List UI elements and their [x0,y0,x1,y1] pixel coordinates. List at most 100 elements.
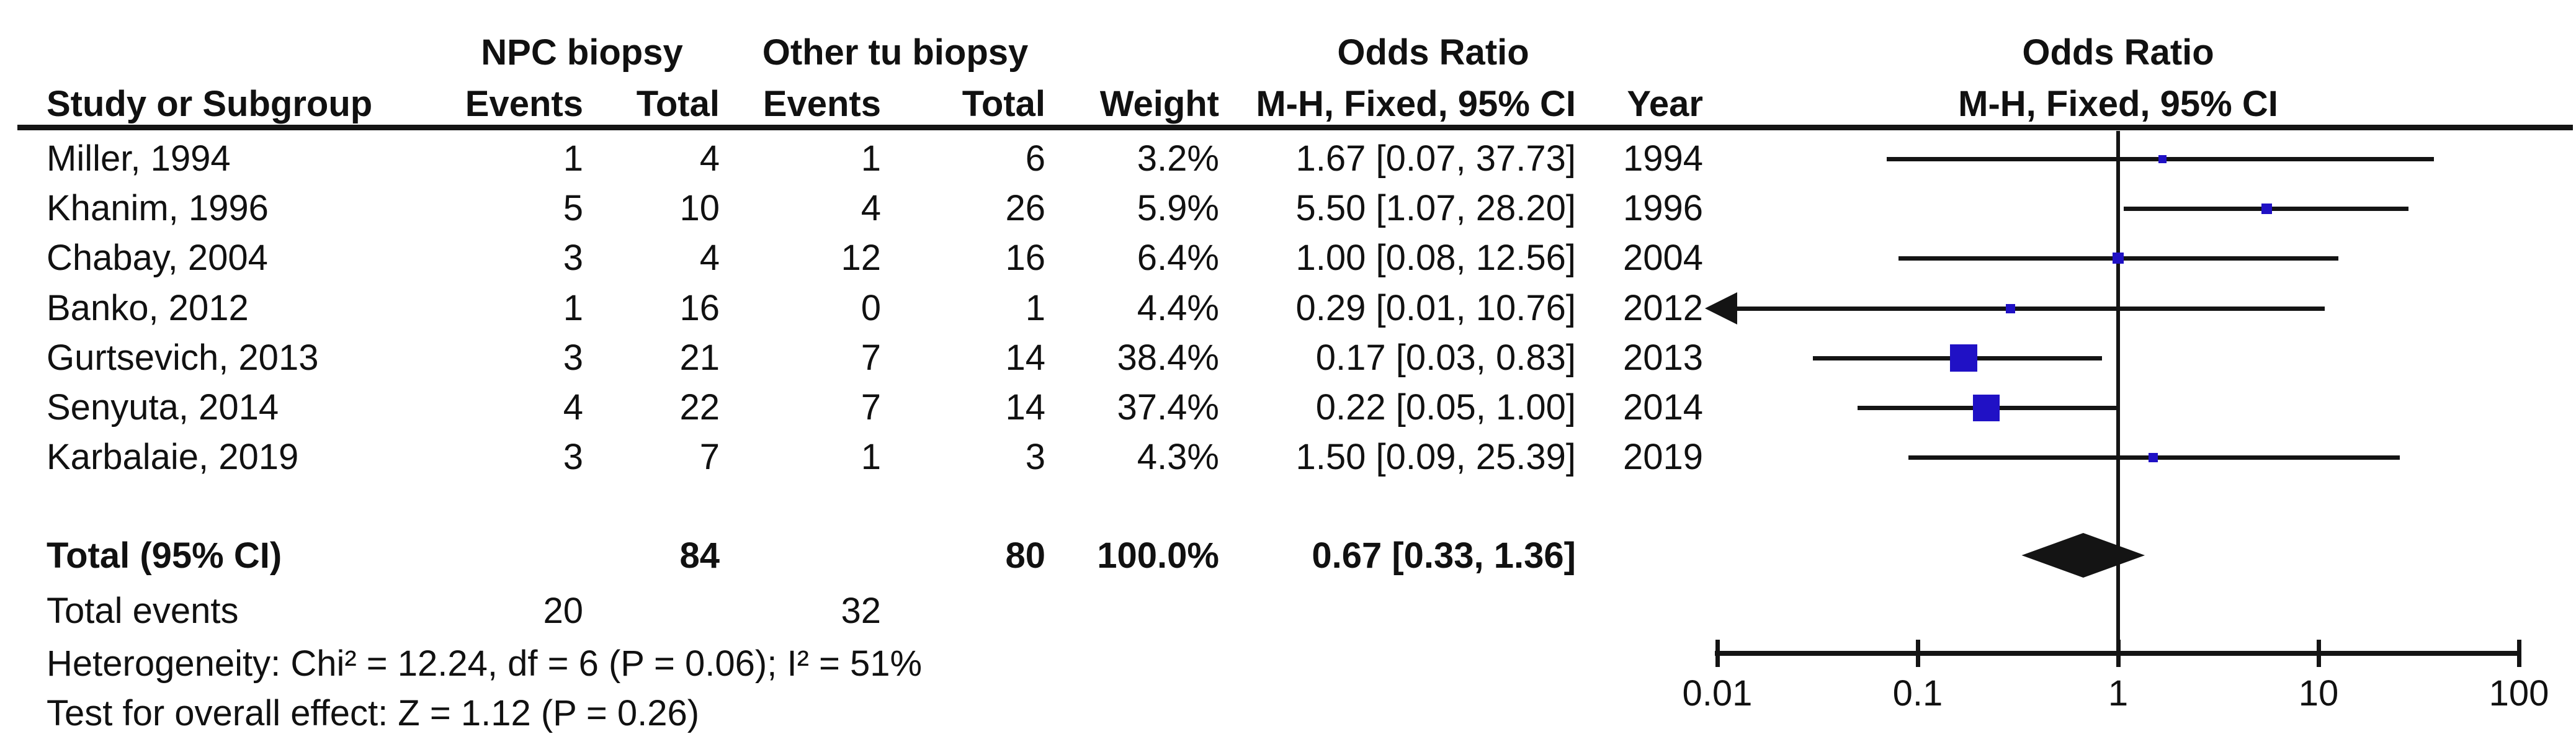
axis-tick-label: 10 [2298,673,2339,714]
cell-t1: 16 [679,288,720,328]
cell-t2: 14 [1005,338,1045,378]
pooled-diamond [2021,533,2145,578]
cell-or_ci: 0.17 [0.03, 0.83] [1315,338,1576,378]
cell-t2: 3 [1025,437,1045,477]
cell-weight: 4.4% [1137,288,1219,328]
cell-t1: 4 [699,238,720,278]
cell-or_ci: 5.50 [1.07, 28.20] [1295,188,1576,228]
column-header-events-other: Events [763,84,881,124]
cell-e1: 3 [563,437,583,477]
cell-e1: 3 [563,338,583,378]
column-header-weight: Weight [1099,84,1219,124]
cell-weight: 6.4% [1137,238,1219,278]
cell-or_ci: 1.00 [0.08, 12.56] [1295,238,1576,278]
study-label: Gurtsevich, 2013 [47,338,319,378]
cell-weight: 5.9% [1137,188,1219,228]
effect-square [2113,253,2124,264]
cell-e2: 7 [861,338,881,378]
cell-t1: 21 [679,338,720,378]
overall-effect-stats: Test for overall effect: Z = 1.12 (P = 0… [47,693,700,733]
cell-year: 1994 [1622,138,1703,179]
axis-tick-label: 0.01 [1682,673,1753,714]
cell-e2: 0 [861,288,881,328]
effect-square [2261,203,2272,214]
column-header-mh-fixed-ci-right: M-H, Fixed, 95% CI [1958,84,2278,124]
cell-year: 2019 [1622,437,1703,477]
column-header-events-npc: Events [465,84,583,124]
cell-or_ci: 1.50 [0.09, 25.39] [1295,437,1576,477]
cell-e1: 3 [563,238,583,278]
study-label: Chabay, 2004 [47,238,268,278]
axis-tick [2116,640,2121,667]
total-events-label: Total events [47,591,239,631]
cell-year: 2012 [1622,288,1703,328]
cell-weight: 3.2% [1137,138,1219,179]
group-header-other-tu-biopsy: Other tu biopsy [762,32,1029,73]
cell-or_ci: 0.29 [0.01, 10.76] [1295,288,1576,328]
column-header-total-npc: Total [636,84,720,124]
cell-e2: 12 [841,238,881,278]
cell-t2: 26 [1005,188,1045,228]
cell-e1: 4 [563,387,583,427]
group-header-npc-biopsy: NPC biopsy [481,32,683,73]
arrow-left-icon [1705,292,1737,325]
cell-year: 2004 [1622,238,1703,278]
heterogeneity-stats: Heterogeneity: Chi² = 12.24, df = 6 (P =… [47,643,923,684]
cell-t2: 14 [1005,387,1045,427]
axis-tick-label: 100 [2489,673,2549,714]
cell-t2: 1 [1025,288,1045,328]
cell-e1: 1 [563,288,583,328]
cell-e2: 4 [861,188,881,228]
total-events-npc-value: 20 [543,591,583,631]
cell-e2: 1 [861,437,881,477]
cell-year: 2013 [1622,338,1703,378]
axis-tick [2517,640,2521,667]
cell-year: 2014 [1622,387,1703,427]
cell-t1: 22 [679,387,720,427]
study-label: Banko, 2012 [47,288,249,328]
total-npc-value: 84 [679,535,720,576]
cell-t2: 16 [1005,238,1045,278]
effect-square [1950,344,1978,372]
axis-tick-label: 0.1 [1892,673,1943,714]
cell-e2: 1 [861,138,881,179]
study-label: Karbalaie, 2019 [47,437,299,477]
effect-square [2149,452,2158,462]
column-header-total-other: Total [962,84,1045,124]
effect-square [2158,154,2167,163]
cell-or_ci: 0.22 [0.05, 1.00] [1315,387,1576,427]
column-header-mh-fixed-ci: M-H, Fixed, 95% CI [1256,84,1576,124]
cell-e1: 5 [563,188,583,228]
column-header-study: Study or Subgroup [47,84,373,124]
cell-year: 1996 [1622,188,1703,228]
axis-tick-label: 1 [2108,673,2129,714]
header-underline [17,125,2573,130]
axis-tick [2317,640,2321,667]
cell-or_ci: 1.67 [0.07, 37.73] [1295,138,1576,179]
column-header-year: Year [1627,84,1703,124]
no-effect-line [2116,131,2120,653]
cell-weight: 37.4% [1117,387,1219,427]
total-other-value: 80 [1005,535,1045,576]
group-header-odds-ratio-left: Odds Ratio [1337,32,1529,73]
cell-t1: 10 [679,188,720,228]
effect-square [1973,394,2000,421]
effect-square [2005,303,2015,313]
ci-line [1736,307,2325,311]
group-header-odds-ratio-right: Odds Ratio [2022,32,2214,73]
study-label: Khanim, 1996 [47,188,269,228]
cell-t1: 7 [699,437,720,477]
total-events-other-value: 32 [841,591,881,631]
cell-weight: 38.4% [1117,338,1219,378]
total-or-ci-value: 0.67 [0.33, 1.36] [1312,535,1576,576]
total-row-label: Total (95% CI) [47,535,282,576]
cell-e1: 1 [563,138,583,179]
cell-t2: 6 [1025,138,1045,179]
study-label: Senyuta, 2014 [47,387,279,427]
cell-t1: 4 [699,138,720,179]
study-label: Miller, 1994 [47,138,231,179]
axis-tick [1715,640,1720,667]
axis-tick [1916,640,1920,667]
cell-weight: 4.3% [1137,437,1219,477]
